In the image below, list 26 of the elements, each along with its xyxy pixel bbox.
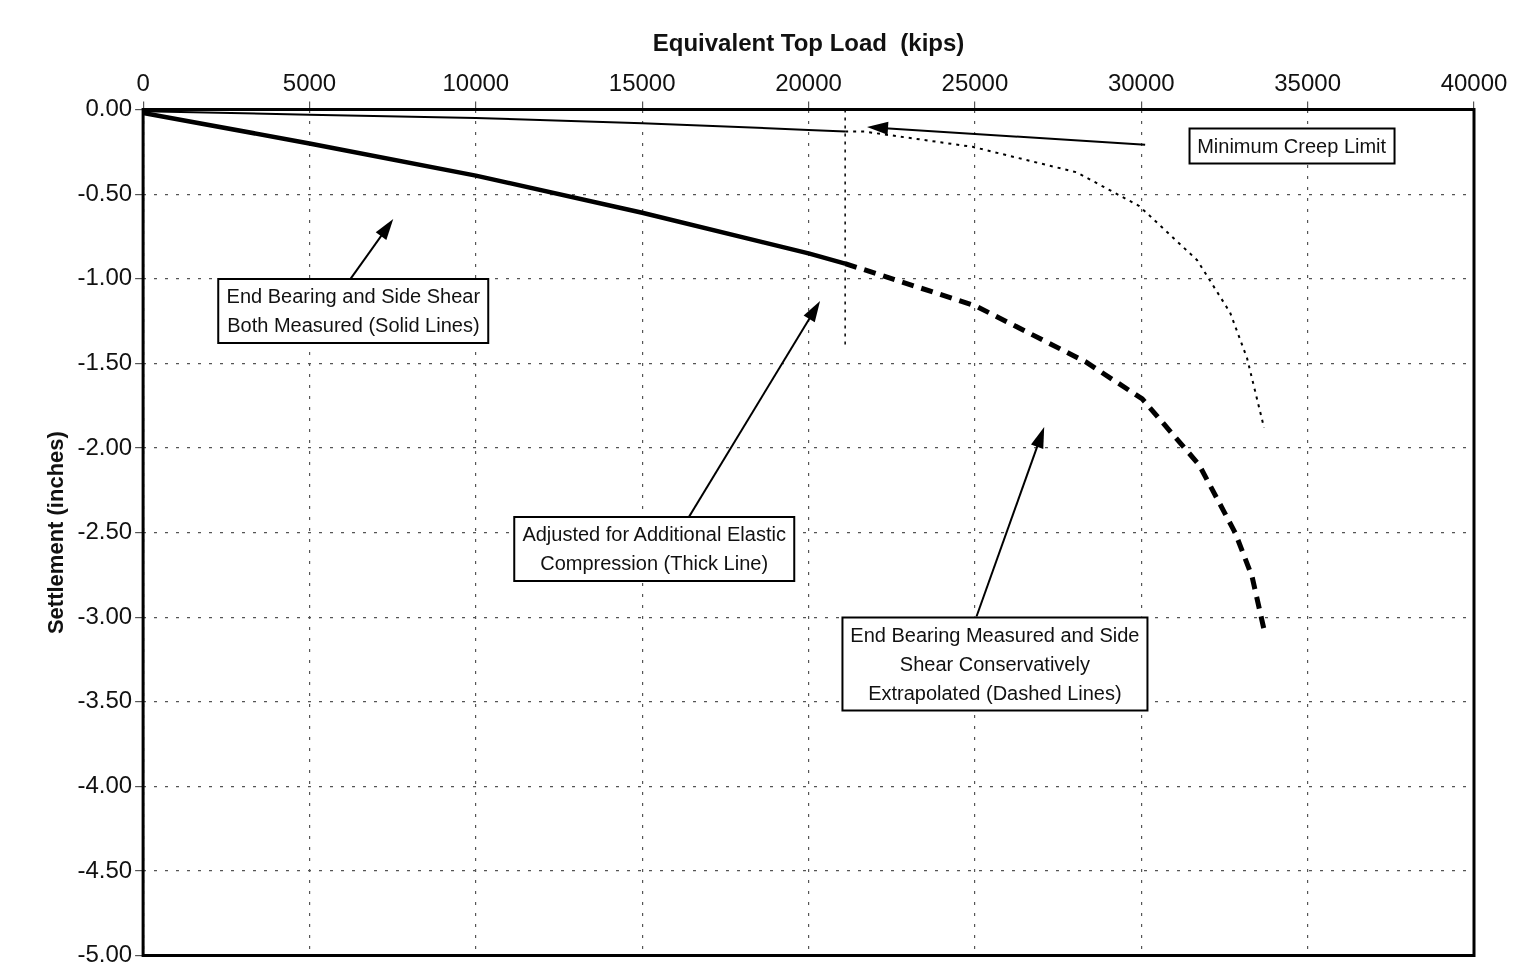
- y-tick-label: -1.50: [77, 348, 133, 376]
- y-tick-label: -4.50: [77, 855, 133, 883]
- x-tick-label: 30000: [1107, 68, 1175, 96]
- x-tick-label: 15000: [608, 68, 676, 96]
- x-tick-label: 10000: [442, 68, 510, 96]
- annotation: Adjusted for Additional Elastic Compression (Thick Line): [513, 515, 795, 582]
- y-tick-label: -5.00: [77, 940, 133, 968]
- y-tick-label: -2.00: [77, 432, 133, 460]
- x-axis-title: Equivalent Top Load (kips): [652, 29, 965, 57]
- x-tick-label: 5000: [282, 68, 337, 96]
- y-tick-label: -1.00: [77, 263, 133, 291]
- x-tick-label: 40000: [1440, 68, 1508, 96]
- annotation: Minimum Creep Limit: [1188, 127, 1396, 165]
- y-tick-label: -2.50: [77, 517, 133, 545]
- annotation: End Bearing and Side Shear Both Measured (Solid Lines): [217, 277, 490, 344]
- annotation: End Bearing Measured and Side Shear Conservatively Extrapolated (Dashed Lines): [841, 616, 1149, 712]
- x-tick-label: 35000: [1274, 68, 1342, 96]
- y-tick-label: -0.50: [77, 178, 133, 206]
- x-tick-label: 20000: [775, 68, 842, 96]
- y-tick-label: -3.00: [77, 601, 133, 629]
- y-tick-label: -4.00: [77, 771, 133, 799]
- x-tick-label: 0: [136, 68, 150, 96]
- y-tick-label: 0.00: [85, 94, 133, 122]
- y-tick-label: -3.50: [77, 686, 133, 714]
- x-tick-label: 25000: [941, 68, 1009, 96]
- y-axis-title: Settlement (inches): [43, 431, 69, 635]
